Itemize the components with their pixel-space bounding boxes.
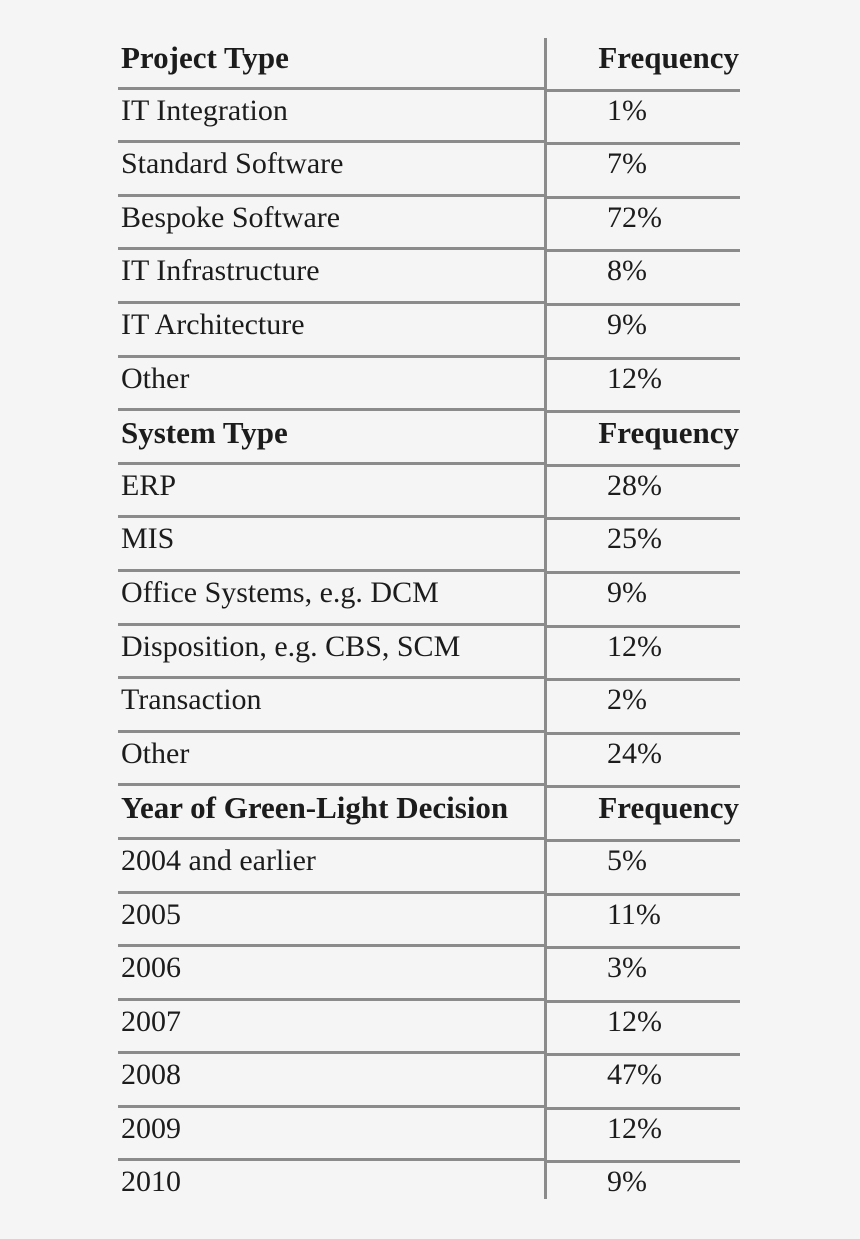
table-row: MIS 25% xyxy=(118,518,740,574)
table-row: Standard Software 7% xyxy=(118,143,740,199)
row-value: 72% xyxy=(545,197,740,252)
table-row: Disposition, e.g. CBS, SCM 12% xyxy=(118,626,740,681)
frequency-column-header: Frequency xyxy=(545,411,740,467)
row-value: 47% xyxy=(545,1054,740,1110)
row-value: 9% xyxy=(607,1165,647,1199)
row-value: 12% xyxy=(545,1108,740,1164)
row-label: Standard Software xyxy=(118,143,545,197)
row-value: 25% xyxy=(545,518,740,574)
frequency-column-header: Frequency xyxy=(545,786,740,842)
row-label: Office Systems, e.g. DCM xyxy=(118,572,545,626)
table-row: IT Architecture 9% xyxy=(118,304,740,360)
row-value: 2% xyxy=(545,679,740,735)
row-value: 12% xyxy=(545,626,740,681)
table-row: 2007 12% xyxy=(118,1001,740,1056)
row-value: 1% xyxy=(545,90,740,145)
table-row: 2005 11% xyxy=(118,894,740,949)
section-title: Project Type xyxy=(118,36,545,90)
row-label: 2008 xyxy=(118,1054,545,1108)
row-label: 2004 and earlier xyxy=(118,840,545,894)
row-value: 3% xyxy=(545,947,740,1003)
table-row: Office Systems, e.g. DCM 9% xyxy=(118,572,740,628)
section-title: Year of Green-Light Decision xyxy=(118,786,545,840)
row-label: 2006 xyxy=(118,947,545,1001)
row-label: IT Architecture xyxy=(118,304,545,358)
section-title: System Type xyxy=(118,411,545,465)
row-label: Disposition, e.g. CBS, SCM xyxy=(118,626,545,680)
table-row: Bespoke Software 72% xyxy=(118,197,740,252)
row-label: IT Infrastructure xyxy=(118,250,545,304)
table-row: 2004 and earlier 5% xyxy=(118,840,740,896)
table-row: IT Infrastructure 8% xyxy=(118,250,740,306)
row-label: Other xyxy=(118,358,545,412)
row-label: ERP xyxy=(118,465,545,519)
row-label: 2009 xyxy=(118,1108,545,1162)
row-value: 7% xyxy=(545,143,740,199)
table-row: 2006 3% xyxy=(118,947,740,1003)
section-header-row-project-type: Project Type Frequency xyxy=(118,36,740,92)
row-value: 9% xyxy=(545,304,740,360)
frequency-column-header: Frequency xyxy=(545,36,740,92)
column-divider-line xyxy=(544,38,547,1199)
row-label: Other xyxy=(118,733,545,787)
table-row: 2008 47% xyxy=(118,1054,740,1110)
table-row: ERP 28% xyxy=(118,465,740,520)
row-label: Transaction xyxy=(118,679,545,733)
row-label: IT Integration xyxy=(118,90,545,144)
row-value: 8% xyxy=(545,250,740,306)
frequency-table: Project Type Frequency IT Integration 1%… xyxy=(118,36,740,1215)
row-label: 2005 xyxy=(118,894,545,948)
table-row: Other 12% xyxy=(118,358,740,413)
row-value: 5% xyxy=(545,840,740,896)
row-value: 28% xyxy=(545,465,740,520)
table-row: 2009 12% xyxy=(118,1108,740,1164)
row-value: 12% xyxy=(545,358,740,413)
row-value: 12% xyxy=(545,1001,740,1056)
row-label: MIS xyxy=(118,518,545,572)
table-row: Transaction 2% xyxy=(118,679,740,735)
row-label: Bespoke Software xyxy=(118,197,545,251)
row-value: 24% xyxy=(545,733,740,788)
section-header-row-system-type: System Type Frequency xyxy=(118,411,740,467)
row-label: 2010 xyxy=(121,1165,181,1199)
table-row: 2010 9% xyxy=(118,1161,740,1215)
row-label: 2007 xyxy=(118,1001,545,1055)
table-row: IT Integration 1% xyxy=(118,90,740,145)
table-row: Other 24% xyxy=(118,733,740,788)
section-header-row-year: Year of Green-Light Decision Frequency xyxy=(118,786,740,842)
row-value: 11% xyxy=(545,894,740,949)
row-value: 9% xyxy=(545,572,740,628)
